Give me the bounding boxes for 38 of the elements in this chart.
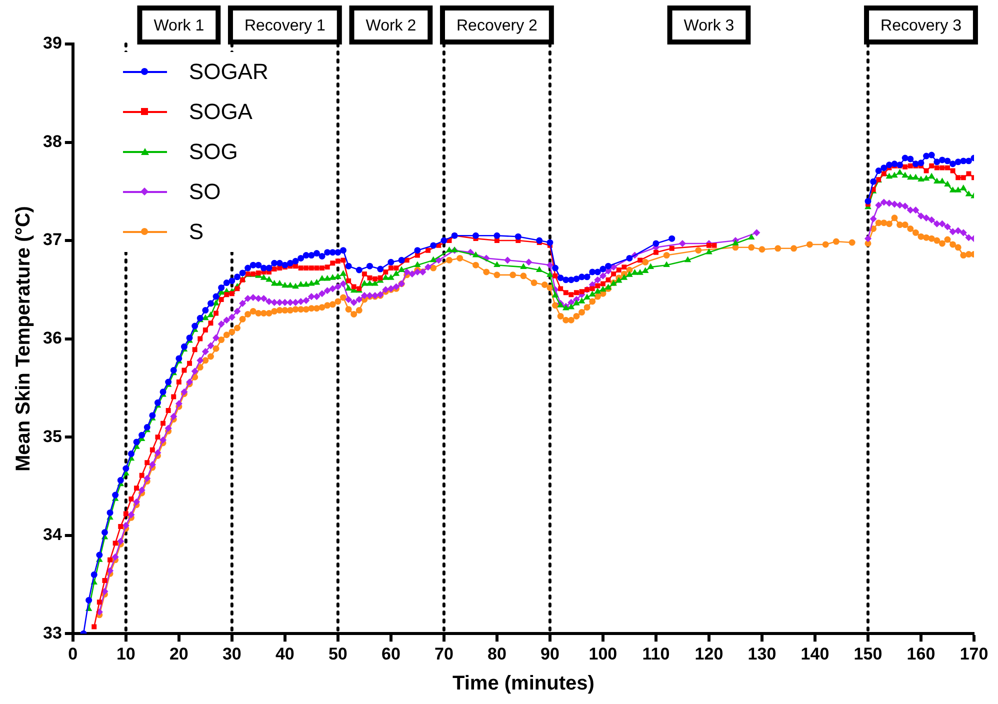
legend-label: SOG <box>188 139 238 165</box>
text: Work 2 <box>366 17 416 34</box>
x-tick-label: 10 <box>116 644 136 664</box>
x-axis-title: Time (minutes) <box>452 672 594 695</box>
y-tick-label: 36 <box>42 328 62 348</box>
x-tick-label: 100 <box>588 644 618 664</box>
x-tick-label: 90 <box>540 644 560 664</box>
legend-label: SOGA <box>188 99 252 125</box>
text: Recovery 2 <box>456 17 538 34</box>
legend-label: S <box>188 219 204 245</box>
x-tick-label: 0 <box>68 644 78 664</box>
text: Work 1 <box>154 17 204 34</box>
text: Recovery 3 <box>880 17 962 34</box>
y-tick-label: 39 <box>42 34 62 53</box>
text: Work 3 <box>684 17 734 34</box>
x-tick-label: 60 <box>381 644 400 664</box>
y-tick-label: 37 <box>42 230 62 250</box>
x-tick-label: 80 <box>487 644 506 664</box>
x-tick-label: 150 <box>854 644 882 664</box>
legend-label: SOGAR <box>188 59 268 85</box>
x-tick-label: 120 <box>694 644 724 664</box>
x-tick-label: 30 <box>222 644 242 664</box>
x-tick-label: 70 <box>434 644 454 664</box>
x-tick-label: 50 <box>328 644 348 664</box>
x-tick-label: 20 <box>169 644 188 664</box>
x-tick-label: 130 <box>748 644 776 664</box>
y-tick-label: 38 <box>42 132 62 151</box>
y-axis-title: Mean Skin Temperature (°C) <box>12 206 35 472</box>
x-tick-label: 140 <box>800 644 830 664</box>
x-tick-label: 160 <box>906 644 936 664</box>
y-tick-label: 35 <box>42 426 62 446</box>
y-tick-label: 33 <box>42 623 62 642</box>
legend-label: SO <box>188 179 221 205</box>
x-tick-label: 110 <box>642 644 670 664</box>
text: Recovery 1 <box>244 17 326 34</box>
y-tick-label: 34 <box>42 525 62 544</box>
x-tick-label: 40 <box>275 644 294 664</box>
x-tick-label: 170 <box>960 644 988 664</box>
